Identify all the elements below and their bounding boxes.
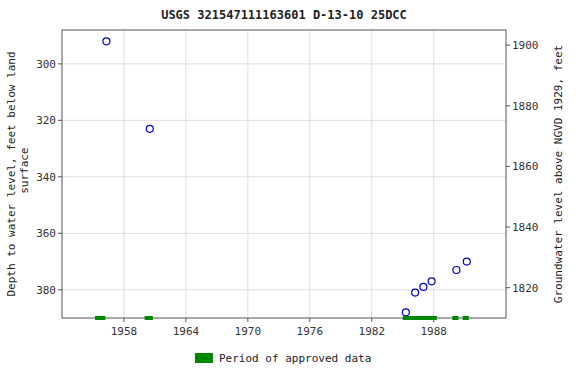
legend-label: Period of approved data <box>219 352 371 365</box>
x-tick <box>247 318 248 322</box>
grid-line-y <box>62 289 506 290</box>
bottom-segments <box>95 318 469 319</box>
grid-line-x <box>123 30 124 318</box>
approved-segment <box>452 316 458 320</box>
y2-tick-label: 1820 <box>512 282 539 295</box>
y2-axis-label: Groundwater level above NGVD 1929, feet <box>552 45 565 303</box>
point <box>103 38 110 45</box>
y2-tick <box>506 166 510 167</box>
approved-segment <box>463 316 469 320</box>
y2-tick <box>506 287 510 288</box>
y2-tick-label: 1840 <box>512 221 539 234</box>
grid-line-x <box>185 30 186 318</box>
plot-frame <box>62 30 506 318</box>
point <box>420 283 427 290</box>
y2-tick-label: 1880 <box>512 100 539 113</box>
y2-tick-label: 1900 <box>512 39 539 52</box>
grid-line-y <box>62 120 506 121</box>
y-tick-label: 380 <box>36 284 56 297</box>
legend: Period of approved data <box>195 352 371 365</box>
y-tick-label: 340 <box>36 171 56 184</box>
point <box>453 267 460 274</box>
grid-line-x <box>309 30 310 318</box>
x-tick <box>371 318 372 322</box>
x-tick-label: 1982 <box>359 325 386 338</box>
grid-line-x <box>433 30 434 318</box>
y-axis-label-line: Depth to water level, feet below land <box>5 51 18 296</box>
y2-tick-label: 1860 <box>512 160 539 173</box>
point <box>412 289 419 296</box>
y-tick <box>58 289 62 290</box>
point <box>428 278 435 285</box>
y2-tick <box>506 227 510 228</box>
x-tick-label: 1958 <box>111 325 138 338</box>
point <box>463 258 470 265</box>
grid-line-y <box>62 176 506 177</box>
plot-area <box>103 38 470 316</box>
y-tick <box>58 63 62 64</box>
y2-tick <box>506 105 510 106</box>
x-tick-label: 1964 <box>173 325 200 338</box>
grid <box>62 30 506 318</box>
y-tick-label: 320 <box>36 114 56 127</box>
y-axis-label: Depth to water level, feet below land su… <box>5 51 31 296</box>
grid-line-x <box>247 30 248 318</box>
approved-segment <box>95 316 105 320</box>
title: USGS 321547111163601 D-13-10 25DCC <box>161 8 407 22</box>
point <box>402 309 409 316</box>
x-tick-label: 1970 <box>235 325 262 338</box>
x-tick-label: 1976 <box>297 325 324 338</box>
grid-line-y <box>62 63 506 64</box>
point <box>146 125 153 132</box>
y-tick <box>58 233 62 234</box>
background <box>0 0 576 384</box>
chart: 1958 1964 1970 1976 1982 1988 300 320 340 360 380 1… <box>0 0 576 384</box>
approved-segment <box>403 316 437 320</box>
approved-segment <box>145 316 153 320</box>
y-tick <box>58 176 62 177</box>
x-tick <box>185 318 186 322</box>
grid-line-x <box>371 30 372 318</box>
x-tick <box>309 318 310 322</box>
y-axis-label-line: surface <box>18 148 31 201</box>
y-tick-label: 360 <box>36 227 56 240</box>
legend-swatch <box>195 353 213 363</box>
x-tick-label: 1988 <box>420 325 447 338</box>
x-tick <box>123 318 124 322</box>
y2-tick <box>506 45 510 46</box>
y-tick-label: 300 <box>36 58 56 71</box>
axes: 1958 1964 1970 1976 1982 1988 300 320 340 360 380 1… <box>36 39 538 338</box>
grid-line-y <box>62 233 506 234</box>
y-tick <box>58 120 62 121</box>
